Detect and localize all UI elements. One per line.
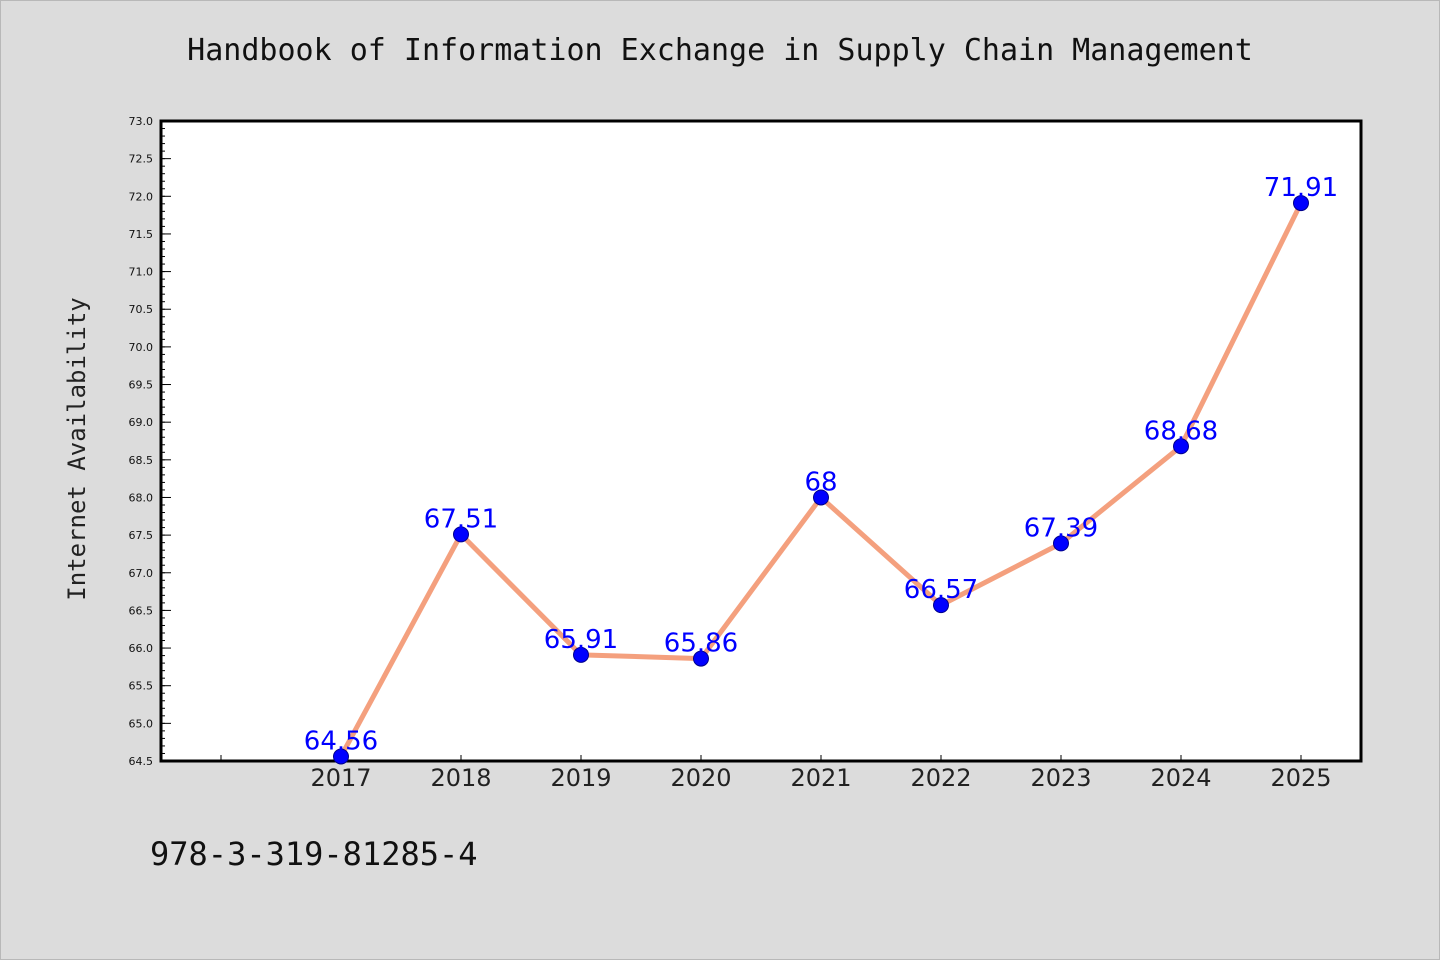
y-tick-label: 65.5 — [129, 680, 154, 693]
x-tick-label: 2023 — [1030, 764, 1091, 792]
y-tick-label: 70.5 — [129, 303, 154, 316]
x-tick-label: 2021 — [790, 764, 851, 792]
x-tick-label: 2025 — [1270, 764, 1331, 792]
x-tick-label: 2022 — [910, 764, 971, 792]
y-tick-label: 68.5 — [129, 454, 154, 467]
y-tick-label: 67.5 — [129, 529, 154, 542]
x-tick-label: 2017 — [310, 764, 371, 792]
y-tick-label: 70.0 — [129, 341, 154, 354]
y-tick-label: 72.0 — [129, 190, 154, 203]
x-tick-label: 2018 — [430, 764, 491, 792]
data-label: 71.91 — [1264, 173, 1338, 203]
data-label: 68.68 — [1144, 416, 1218, 446]
data-label: 67.51 — [424, 504, 498, 534]
data-point — [933, 597, 949, 614]
isbn-text: 978-3-319-81285-4 — [150, 835, 478, 873]
y-tick-label: 72.5 — [129, 153, 154, 166]
x-tick-label: 2020 — [670, 764, 731, 792]
data-point — [453, 526, 469, 543]
data-point — [333, 748, 349, 765]
y-tick-label: 69.0 — [129, 416, 154, 429]
y-tick-label: 71.5 — [129, 228, 154, 241]
data-point — [813, 489, 829, 506]
data-label: 66.57 — [904, 575, 978, 605]
data-label: 67.39 — [1024, 513, 1098, 543]
data-label: 65.86 — [664, 629, 738, 659]
chart-title: Handbook of Information Exchange in Supp… — [187, 33, 1253, 68]
data-point — [1053, 535, 1069, 552]
y-tick-label: 67.0 — [129, 567, 154, 580]
data-point — [573, 646, 589, 663]
y-tick-label: 64.5 — [129, 755, 154, 768]
y-tick-label: 66.5 — [129, 604, 154, 617]
data-label: 65.91 — [544, 625, 618, 655]
y-tick-label: 65.0 — [129, 717, 154, 730]
y-tick-label: 66.0 — [129, 642, 154, 655]
data-label: 68 — [804, 467, 837, 497]
y-tick-label: 71.0 — [129, 266, 154, 279]
y-tick-label: 73.0 — [129, 115, 154, 128]
y-tick-label: 69.5 — [129, 379, 154, 392]
plot-border — [159, 119, 1363, 763]
y-tick-label: 68.0 — [129, 491, 154, 504]
data-label: 64.56 — [304, 726, 378, 756]
data-point — [693, 650, 709, 667]
data-point — [1173, 438, 1189, 455]
x-tick-label: 2024 — [1150, 764, 1211, 792]
data-point — [1293, 195, 1309, 212]
plot-area — [161, 121, 1361, 761]
x-tick-label: 2019 — [550, 764, 611, 792]
